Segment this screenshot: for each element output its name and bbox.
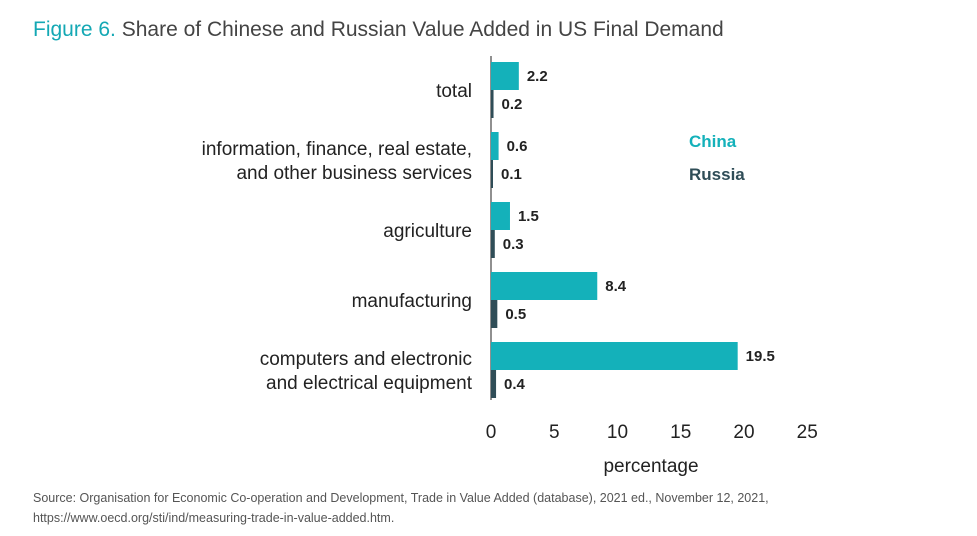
- category-label: manufacturing: [352, 291, 472, 312]
- data-label: 8.4: [605, 278, 627, 295]
- legend-entry-russia: Russia: [689, 165, 745, 184]
- data-label: 19.5: [746, 348, 775, 365]
- category-label: agriculture: [383, 221, 472, 242]
- source-note: Source: Organisation for Economic Co-ope…: [33, 491, 769, 525]
- data-label: 0.4: [504, 376, 526, 393]
- data-label: 0.2: [502, 96, 523, 113]
- category-label: information, finance, real estate,: [202, 139, 472, 160]
- category-label: total: [436, 81, 472, 102]
- bar-china: [491, 202, 510, 230]
- bar-russia: [491, 90, 494, 118]
- data-label: 0.3: [503, 236, 524, 253]
- data-label: 1.5: [518, 208, 539, 225]
- x-axis-title: percentage: [603, 456, 698, 477]
- chart-title: Figure 6. Share of Chinese and Russian V…: [33, 18, 724, 42]
- figure-title-text: Share of Chinese and Russian Value Added…: [121, 18, 724, 41]
- bar-china: [491, 342, 738, 370]
- bar-china: [491, 272, 598, 300]
- legend-entry-china: China: [689, 132, 737, 151]
- bar-chart: total information, finance, real estate, a…: [202, 56, 818, 477]
- x-tick-label: 5: [549, 422, 560, 443]
- x-tick-label: 25: [797, 422, 818, 443]
- bar-china: [491, 62, 519, 90]
- bar-russia: [491, 160, 493, 188]
- data-label: 0.1: [501, 166, 522, 183]
- data-label: 2.2: [527, 68, 548, 85]
- figure-label: Figure 6.: [33, 18, 116, 41]
- category-label: and electrical equipment: [266, 373, 473, 394]
- category-label: and other business services: [236, 163, 472, 184]
- x-tick-label: 20: [733, 422, 754, 443]
- data-label: 0.6: [507, 138, 528, 155]
- x-tick-label: 15: [670, 422, 691, 443]
- x-tick-label: 0: [486, 422, 497, 443]
- bar-russia: [491, 300, 498, 328]
- bar-china: [491, 132, 499, 160]
- x-tick-label: 10: [607, 422, 628, 443]
- bar-russia: [491, 370, 497, 398]
- category-label: computers and electronic: [260, 349, 472, 370]
- data-label: 0.5: [505, 306, 526, 323]
- bar-russia: [491, 230, 495, 258]
